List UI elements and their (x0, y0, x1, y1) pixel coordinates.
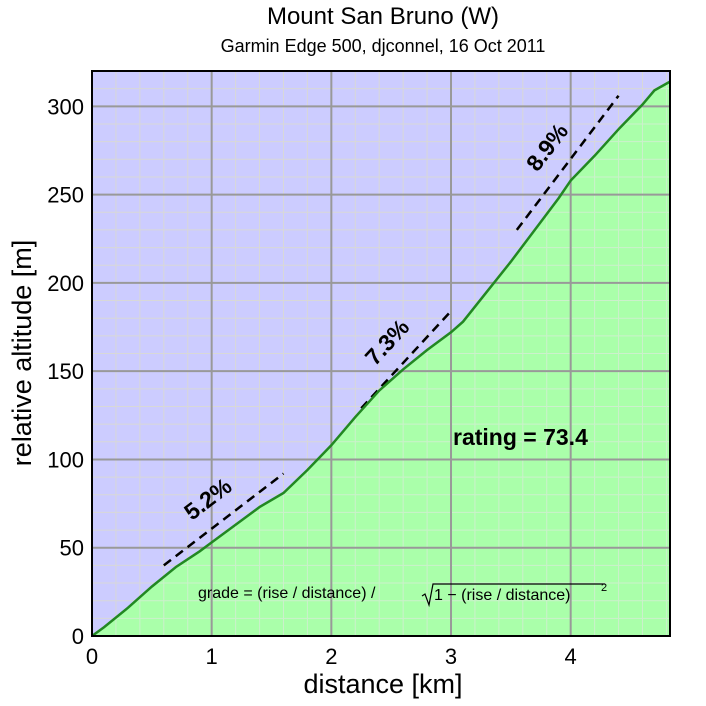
y-tick-label: 0 (72, 624, 84, 649)
altitude-profile-line (91, 80, 671, 638)
y-tick-label: 250 (47, 183, 84, 208)
formula-left: grade = (rise / distance) / (198, 585, 376, 602)
y-axis-label: relative altitude [m] (7, 240, 37, 467)
y-tick-label: 300 (47, 94, 84, 119)
y-tick-label: 50 (60, 536, 84, 561)
x-axis-label: distance [km] (303, 669, 462, 699)
chart-subtitle: Garmin Edge 500, djconnel, 16 Oct 2011 (221, 36, 546, 56)
y-axis-ticks: 0 50 100 150 200 250 300 (47, 94, 84, 649)
y-tick-label: 150 (47, 359, 84, 384)
x-tick-label: 0 (86, 644, 98, 669)
formula-inner: 1 − (rise / distance) (434, 587, 571, 604)
grade-segment-line (515, 94, 620, 231)
y-tick-label: 100 (47, 447, 84, 472)
chart-title: Mount San Bruno (W) (267, 3, 499, 30)
ground-area (92, 81, 670, 637)
major-grid (92, 71, 670, 636)
x-tick-label: 1 (206, 644, 218, 669)
plot-area: 5.2%7.3%8.9% (91, 70, 671, 638)
x-tick-label: 4 (565, 644, 577, 669)
y-tick-label: 200 (47, 271, 84, 296)
grade-formula: grade = (rise / distance) / 1 − (rise / … (198, 582, 607, 608)
rating-label: rating = 73.4 (453, 424, 588, 450)
x-tick-label: 2 (325, 644, 337, 669)
x-tick-label: 3 (445, 644, 457, 669)
grade-segment-line (163, 472, 285, 567)
plot-frame (91, 70, 671, 637)
sqrt-sign (421, 583, 605, 608)
formula-exponent: 2 (601, 582, 607, 594)
x-axis-ticks: 0 1 2 3 4 (86, 644, 577, 669)
